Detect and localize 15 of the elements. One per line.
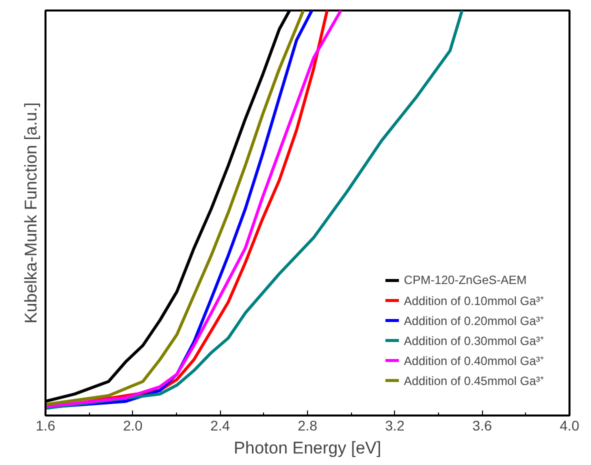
- x-tick-label: 3.6: [472, 418, 492, 434]
- x-tick-label: 4.0: [560, 418, 580, 434]
- legend-label: Addition of 0.30mmol Ga³⁺: [404, 332, 544, 348]
- x-tick-label: 2.0: [123, 418, 143, 434]
- x-tick-label: 2.8: [298, 418, 318, 434]
- x-axis-title: Photon Energy [eV]: [234, 438, 382, 458]
- legend-label: CPM-120-ZnGeS-AEM: [404, 272, 527, 288]
- x-tick-label: 2.4: [210, 418, 230, 434]
- legend-label: Addition of 0.20mmol Ga³⁺: [404, 312, 544, 328]
- y-axis-title: Kubelka-Munk Function [a.u.]: [22, 102, 40, 324]
- x-tick-label: 1.6: [36, 418, 56, 434]
- legend-label: Addition of 0.40mmol Ga³⁺: [404, 352, 544, 368]
- legend-label: Addition of 0.45mmol Ga³⁺: [404, 372, 544, 388]
- x-tick-label: 3.2: [385, 418, 405, 434]
- legend-label: Addition of 0.10mmol Ga³⁺: [404, 292, 544, 308]
